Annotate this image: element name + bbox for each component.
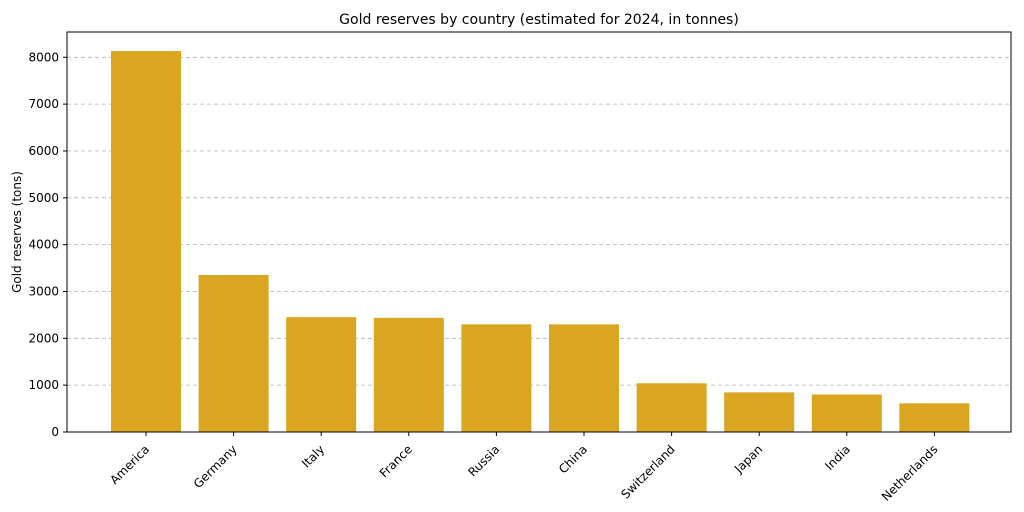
bar-china (549, 324, 619, 432)
x-tick-label-5: China (556, 442, 590, 476)
y-tick-label-0: 0 (51, 425, 59, 439)
bar-russia (461, 324, 532, 432)
y-tick-label-8: 8000 (28, 50, 59, 64)
bar-japan (724, 392, 795, 432)
bar-america (111, 51, 181, 432)
x-tick-label-9: Netherlands (879, 442, 941, 504)
bars (111, 51, 970, 432)
chart-title: Gold reserves by country (estimated for … (339, 12, 739, 28)
y-tick-label-6: 6000 (28, 144, 59, 158)
x-tick-label-4: Russia (465, 442, 502, 479)
bar-switzerland (636, 383, 707, 432)
x-tick-label-8: India (822, 442, 853, 473)
y-axis-ticks: 0 1000 2000 3000 4000 5000 6000 7000 8000 (28, 50, 67, 439)
y-tick-label-3: 3000 (28, 284, 59, 298)
x-tick-label-3: France (377, 442, 415, 480)
x-axis-ticks: America Germany Italy France Russia China Swit… (107, 432, 941, 504)
bar-germany (198, 274, 269, 432)
bar-france (373, 317, 444, 432)
y-axis-label: Gold reserves (tons) (10, 171, 24, 293)
plot-frame (66, 31, 1012, 433)
x-tick-label-1: Germany (191, 442, 240, 491)
y-tick-label-1: 1000 (28, 378, 59, 392)
x-tick-label-6: Switzerland (618, 442, 677, 501)
bar-italy (286, 317, 357, 432)
x-tick-label-0: America (107, 442, 152, 487)
y-tick-label-7: 7000 (28, 97, 59, 111)
x-tick-label-7: Japan (731, 442, 765, 476)
bar-india (811, 394, 882, 432)
y-tick-label-2: 2000 (28, 331, 59, 345)
x-tick-label-2: Italy (299, 442, 327, 470)
y-tick-label-4: 4000 (28, 238, 59, 252)
y-tick-label-5: 5000 (28, 191, 59, 205)
bar-netherlands (899, 403, 970, 432)
